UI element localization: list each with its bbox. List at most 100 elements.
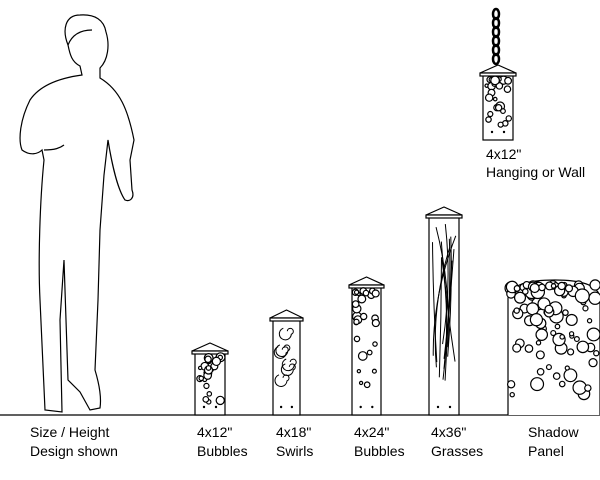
- lantern-body: [428, 214, 460, 416]
- bubble: [484, 93, 494, 102]
- bubble: [562, 309, 569, 316]
- bubble: [205, 365, 212, 371]
- bubble: [538, 283, 546, 292]
- product-design: Bubbles: [354, 443, 405, 459]
- legend-line: Design shown: [30, 443, 118, 459]
- grass-blade: [435, 227, 449, 348]
- bubble: [362, 289, 370, 297]
- bubble: [206, 391, 213, 397]
- vent-hole: [371, 405, 374, 409]
- bubble: [204, 355, 212, 364]
- vent-hole: [436, 405, 440, 409]
- grass-blade: [440, 241, 456, 362]
- bubble: [500, 108, 506, 114]
- bubble: [550, 283, 557, 289]
- bubble: [371, 318, 380, 328]
- vent-hole: [214, 405, 218, 409]
- swirl: [275, 344, 291, 357]
- bubble: [513, 307, 520, 314]
- lantern: [425, 206, 463, 416]
- bubble: [586, 327, 600, 342]
- lantern-cap: [348, 284, 385, 289]
- bubble: [529, 283, 540, 294]
- bubble: [545, 364, 552, 371]
- bubble: [372, 341, 378, 347]
- bubble: [504, 76, 513, 85]
- vent-hole: [359, 405, 362, 409]
- lantern: [348, 276, 385, 416]
- bubble: [503, 85, 512, 93]
- lantern: [191, 342, 229, 416]
- bubble: [366, 349, 373, 356]
- bubble: [552, 372, 561, 380]
- bubble: [535, 340, 542, 346]
- bubble: [505, 115, 512, 122]
- bubble: [513, 285, 521, 292]
- bubble: [536, 367, 545, 376]
- bubble: [202, 395, 210, 403]
- bubble: [529, 313, 544, 327]
- bubble: [563, 368, 578, 383]
- product-design: Swirls: [276, 443, 313, 459]
- chain-link: [491, 52, 501, 66]
- grass-blade: [438, 257, 442, 378]
- bubble: [485, 116, 492, 123]
- grass-blade: [443, 249, 455, 370]
- grass-blade: [434, 247, 451, 368]
- bubble: [203, 382, 210, 390]
- bubble: [359, 312, 368, 321]
- bubble: [565, 313, 578, 327]
- bubble: [494, 104, 503, 112]
- bubble: [535, 328, 549, 341]
- bubble: [492, 96, 498, 102]
- bubble: [524, 344, 534, 353]
- lantern-body: [272, 317, 301, 416]
- swirl: [273, 346, 289, 359]
- swirl: [281, 358, 297, 372]
- bubble: [574, 288, 590, 304]
- bubble: [506, 380, 516, 389]
- bubble: [512, 343, 522, 353]
- product-size: 4x12": [197, 424, 232, 440]
- grass-blade: [432, 242, 438, 363]
- bubble: [487, 110, 494, 118]
- bubble: [497, 121, 504, 128]
- lantern-cap: [269, 317, 304, 322]
- bubble: [353, 335, 361, 343]
- bubble: [353, 289, 360, 295]
- bubble: [554, 323, 561, 330]
- bubble: [586, 318, 593, 324]
- product-size: 4x18": [276, 424, 311, 440]
- bubble: [568, 331, 575, 337]
- swirl: [278, 327, 294, 341]
- vent-hole: [290, 405, 294, 409]
- bubble: [358, 380, 364, 386]
- bubble: [198, 375, 205, 382]
- vent-hole: [490, 130, 494, 134]
- bubble: [558, 380, 566, 388]
- bubble: [197, 365, 203, 371]
- bubble: [490, 75, 500, 86]
- vent-hole: [448, 405, 452, 409]
- bubble: [371, 289, 380, 298]
- bubble: [215, 395, 225, 406]
- hanging-design: Hanging or Wall: [486, 164, 585, 180]
- vent-hole: [202, 405, 206, 409]
- bubble: [363, 381, 371, 389]
- bubble: [530, 377, 545, 392]
- product-design: Grasses: [431, 443, 483, 459]
- vent-hole: [279, 405, 283, 409]
- bubble: [357, 294, 367, 304]
- product-design: Panel: [528, 443, 564, 459]
- bubble: [351, 300, 360, 309]
- lantern: [269, 309, 304, 416]
- vent-hole: [502, 130, 506, 134]
- lantern-cap: [479, 72, 517, 77]
- bubble: [593, 350, 600, 357]
- bubble: [589, 279, 600, 291]
- bubble: [513, 291, 527, 304]
- lantern: [479, 64, 517, 141]
- bubble: [509, 391, 515, 398]
- bubble: [566, 348, 575, 356]
